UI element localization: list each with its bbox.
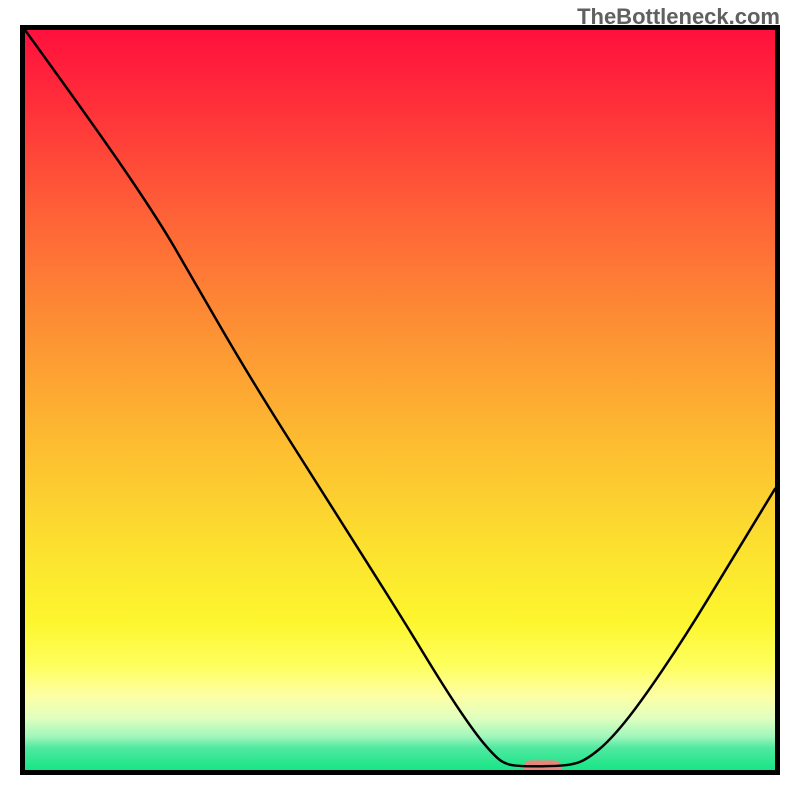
chart-background-gradient <box>25 30 775 770</box>
bottleneck-chart <box>0 0 800 800</box>
watermark-text: TheBottleneck.com <box>577 4 780 30</box>
